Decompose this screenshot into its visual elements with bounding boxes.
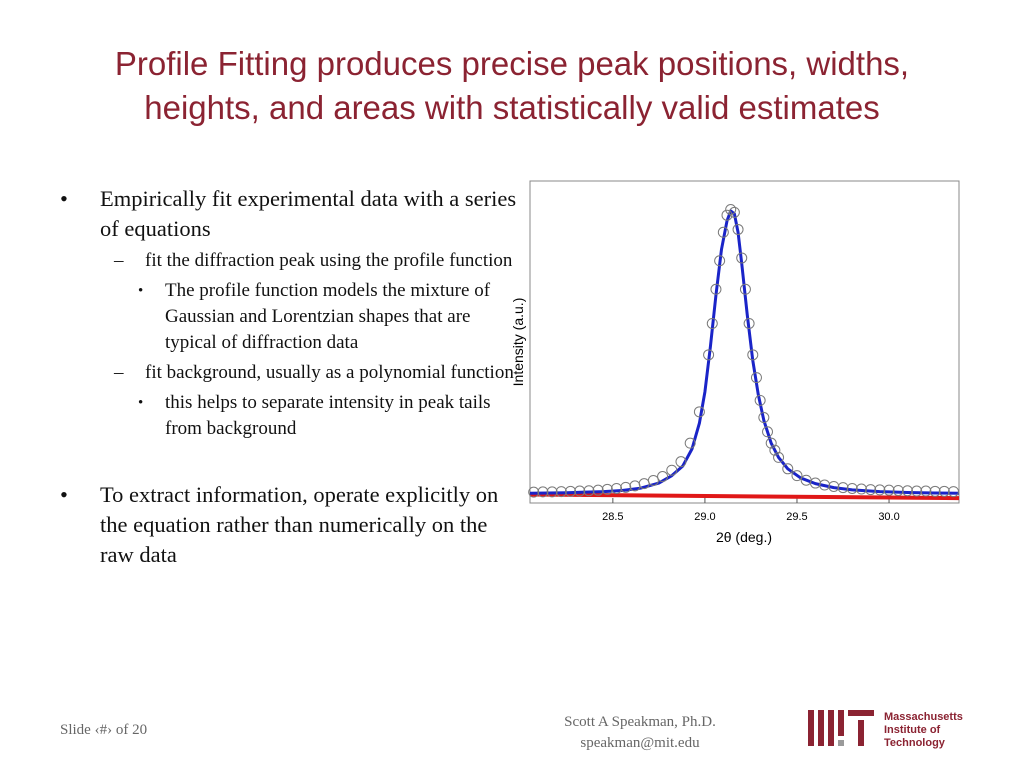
observed-data-point [782,463,794,475]
observed-data-point [747,349,759,361]
slide-title: Profile Fitting produces precise peak po… [40,42,984,130]
y-axis-label: Intensity (a.u.) [510,298,526,387]
observed-data-point [666,464,678,476]
profile-fit-line [529,209,960,495]
plot-frame [529,180,960,504]
observed-data-point [721,209,733,221]
observed-data-point [537,486,549,498]
observed-data-point [920,485,932,497]
bullet-text: Empirically fit experimental data with a… [100,186,517,241]
observed-data-point [765,437,777,449]
observed-data-point [647,474,659,486]
author-name: Scott A Speakman, Ph.D. [564,714,716,730]
observed-data-point [528,486,540,498]
observed-data-point [892,484,904,496]
observed-data-point [750,372,762,384]
observed-data-point [837,482,849,494]
background-fit-line [529,492,960,501]
observed-data-point [828,480,840,492]
slide-title-line-2: heights, and areas with statistically va… [144,89,880,126]
observed-data-point [938,485,950,497]
mit-logo-icon [808,710,874,746]
bullet-item: • this helps to separate intensity in pe… [52,390,522,442]
observed-data-point [714,255,726,267]
bullet-marker: – [114,362,124,383]
plot-marks [528,203,960,501]
observed-data-point [736,252,748,264]
x-tick-label: 28.5 [602,511,623,523]
observed-data-point [732,223,744,235]
observed-data-point [874,484,886,496]
observed-data-point [592,484,604,496]
author-email: speakman@mit.edu [580,735,700,751]
observed-data-point [706,317,718,329]
observed-data-point [583,485,595,497]
bullet-marker: • [60,186,68,211]
observed-data-point [758,412,770,424]
observed-data-point [710,283,722,295]
bullet-text: The profile function models the mixture … [165,280,491,353]
observed-data-point [819,479,831,491]
observed-data-point [728,206,740,218]
observed-data-point [901,485,913,497]
x-axis-ticks: 28.5 29.0 29.5 30.0 [602,498,900,523]
observed-data-point [855,483,867,495]
observed-data-point [846,482,858,494]
bullet-item: – fit the diffraction peak using the pro… [52,248,522,274]
observed-data-point [725,203,737,215]
bullet-marker: • [138,283,144,299]
bullet-text: this helps to separate intensity in peak… [165,392,491,439]
observed-data-point [565,485,577,497]
observed-data-point [601,483,613,495]
observed-data-point [555,486,567,498]
bullet-list: • Empirically fit experimental data with… [52,184,522,570]
observed-data-point [769,444,781,456]
bullet-item: – fit background, usually as a polynomia… [52,360,522,386]
bullet-marker: – [114,250,124,271]
observed-data-point [675,456,687,468]
observed-data-point [611,482,623,494]
observed-data-point [620,481,632,493]
bullet-text: fit background, usually as a polynomial … [145,362,514,383]
observed-data-point [883,484,895,496]
logo-line-1: Massachusetts [884,711,963,723]
observed-data-point [743,317,755,329]
observed-data-point [739,283,751,295]
mit-logo-text: Massachusetts Institute of Technology [884,711,963,750]
observed-data-point [773,451,785,463]
diffraction-peak-chart: 28.5 29.0 29.5 30.0 Intensity (a.u.) 2θ (de… [510,180,960,545]
observed-data-point [754,394,766,406]
x-tick-label: 30.0 [878,511,899,523]
observed-data-point [762,426,774,438]
slide-title-line-1: Profile Fitting produces precise peak po… [114,45,910,82]
bullet-item: • Empirically fit experimental data with… [52,184,522,244]
slide-number: Slide ‹#› of 20 [60,722,148,738]
observed-data-point [865,484,877,496]
observed-data-point [657,470,669,482]
observed-data-point [929,485,941,497]
logo-line-3: Technology [884,737,945,749]
bullet-text: To extract information, operate explicit… [100,482,499,567]
bullet-item: • To extract information, operate explic… [52,480,522,570]
bullet-text: fit the diffraction peak using the profi… [145,250,513,271]
logo-line-2: Institute of [884,724,941,736]
bullet-marker: • [138,395,144,411]
observed-data-point [546,486,558,498]
x-tick-label: 29.0 [694,511,715,523]
author-info: Scott A Speakman, Ph.D. speakman@mit.edu [520,712,760,754]
observed-data-point [693,406,705,418]
observed-data-point [574,485,586,497]
bullet-item: • The profile function models the mixtur… [52,278,522,356]
observed-data-point [703,349,715,361]
observed-data-point [684,437,696,449]
bullet-marker: • [60,482,68,507]
observed-data-point [791,470,803,482]
observed-data-point [911,485,923,497]
observed-data-point [717,226,729,238]
observed-data-point [947,486,959,498]
x-tick-label: 29.5 [786,511,807,523]
x-axis-label: 2θ (deg.) [716,529,772,545]
